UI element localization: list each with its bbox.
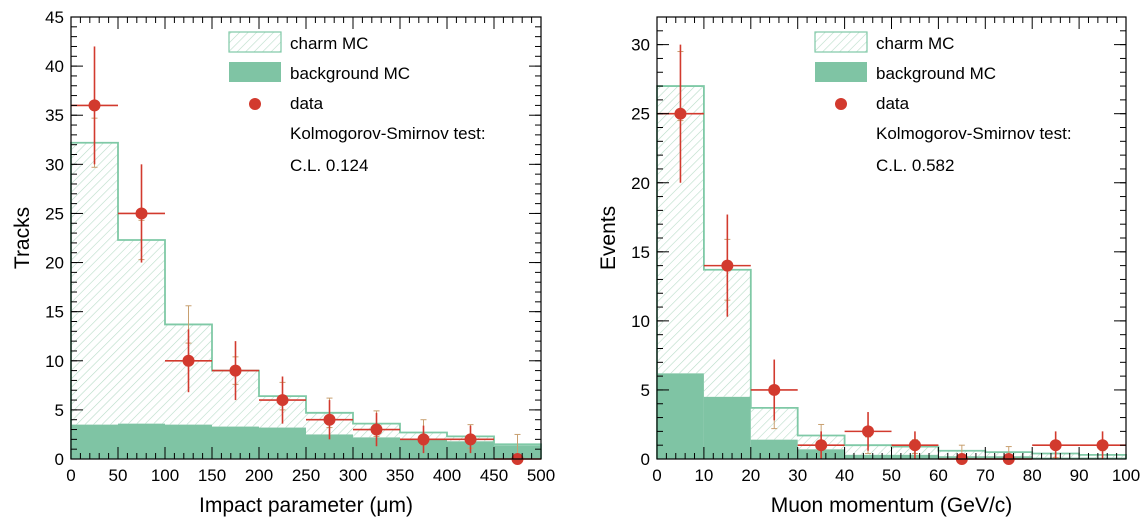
charm-mc-bar [118, 239, 165, 424]
background-mc-bar [259, 427, 306, 459]
legend-data-label: data [876, 94, 910, 113]
background-mc-bar [703, 396, 751, 459]
y-tick-label: 10 [631, 312, 650, 331]
legend-charm-label: charm MC [290, 34, 368, 53]
y-tick-label: 15 [631, 243, 650, 262]
x-tick-label: 200 [245, 466, 273, 485]
data-point [370, 423, 383, 436]
y-tick-label: 40 [45, 57, 64, 76]
x-tick-label: 50 [109, 466, 128, 485]
data-point [135, 207, 148, 220]
legend-background-label: background MC [876, 64, 996, 83]
x-tick-label: 60 [929, 466, 948, 485]
background-mc-bar [165, 424, 212, 459]
x-tick-label: 250 [292, 466, 320, 485]
x-tick-label: 300 [339, 466, 367, 485]
x-tick-label: 0 [66, 466, 75, 485]
data-point [276, 394, 289, 407]
y-tick-label: 20 [45, 254, 64, 273]
data-point [721, 259, 734, 272]
y-axis-label: Events [597, 206, 620, 270]
y-axis-label: Tracks [11, 207, 34, 269]
ks-test-cl: C.L. 0.124 [290, 156, 368, 175]
background-mc-bar [844, 454, 892, 459]
ks-test-title: Kolmogorov-Smirnov test: [290, 124, 486, 143]
x-tick-label: 150 [198, 466, 226, 485]
background-mc-bar [750, 439, 798, 459]
legend-data-marker [249, 98, 261, 110]
x-tick-label: 70 [976, 466, 995, 485]
data-point [768, 383, 781, 396]
impact-parameter-chart: 0 50 100 150 200 250 300 350 400 450 500 0 5 10 15 20 25… [11, 8, 555, 517]
y-tick-label: 5 [55, 401, 64, 420]
x-tick-label: 50 [882, 466, 901, 485]
ks-test-cl: C.L. 0.582 [876, 156, 954, 175]
data-point [674, 107, 687, 120]
y-tick-label: 25 [631, 105, 650, 124]
x-tick-label: 90 [1070, 466, 1089, 485]
x-tick-label: 20 [741, 466, 760, 485]
y-tick-label: 30 [631, 36, 650, 55]
legend-background-swatch [815, 62, 867, 82]
x-tick-label: 10 [694, 466, 713, 485]
data-point [323, 413, 336, 426]
data-point [908, 439, 921, 452]
legend-charm-label: charm MC [876, 34, 954, 53]
y-tick-label: 0 [55, 450, 64, 469]
data-point [182, 354, 195, 367]
y-tick-label: 20 [631, 174, 650, 193]
background-mc-bar [118, 423, 165, 459]
x-tick-label: 100 [151, 466, 179, 485]
data-point [88, 99, 101, 112]
y-tick-label: 25 [45, 204, 64, 223]
y-tick-label: 0 [641, 450, 650, 469]
muon-momentum-chart: 0 10 20 30 40 50 60 70 80 90 100 0 5 10 15 20 25 30 Muon m… [597, 16, 1140, 517]
y-tick-label: 30 [45, 155, 64, 174]
y-tick-label: 35 [45, 106, 64, 125]
background-mc-bar [353, 437, 400, 459]
legend-charm-swatch [228, 31, 282, 53]
x-axis-label: Impact parameter (μm) [199, 494, 413, 517]
x-axis-label: Muon momentum (GeV/c) [771, 494, 1013, 517]
x-tick-label: 450 [480, 466, 508, 485]
x-tick-label: 350 [386, 466, 414, 485]
data-point [1096, 439, 1109, 452]
legend-data-label: data [290, 94, 324, 113]
y-tick-label: 5 [641, 381, 650, 400]
x-tick-label: 30 [788, 466, 807, 485]
x-tick-label: 80 [1023, 466, 1042, 485]
data-point [417, 433, 430, 446]
data-point [464, 433, 477, 446]
x-tick-label: 400 [433, 466, 461, 485]
data-point [815, 439, 828, 452]
y-tick-label: 15 [45, 303, 64, 322]
data-point [1049, 439, 1062, 452]
legend-background-swatch [229, 62, 281, 82]
legend-data-marker [835, 98, 847, 110]
y-tick-label: 45 [45, 8, 64, 27]
ks-test-title: Kolmogorov-Smirnov test: [876, 124, 1072, 143]
x-tick-label: 100 [1112, 466, 1140, 485]
background-mc-bar [657, 373, 704, 459]
background-mc-bar [212, 426, 259, 459]
x-tick-label: 40 [835, 466, 854, 485]
data-point [229, 364, 242, 377]
x-tick-label: 500 [527, 466, 555, 485]
background-mc-bar [71, 424, 118, 459]
data-point [862, 425, 875, 438]
legend-background-label: background MC [290, 64, 410, 83]
charm-mc-bar [71, 142, 118, 425]
x-tick-label: 0 [652, 466, 661, 485]
y-tick-label: 10 [45, 352, 64, 371]
legend-charm-swatch [814, 31, 868, 53]
